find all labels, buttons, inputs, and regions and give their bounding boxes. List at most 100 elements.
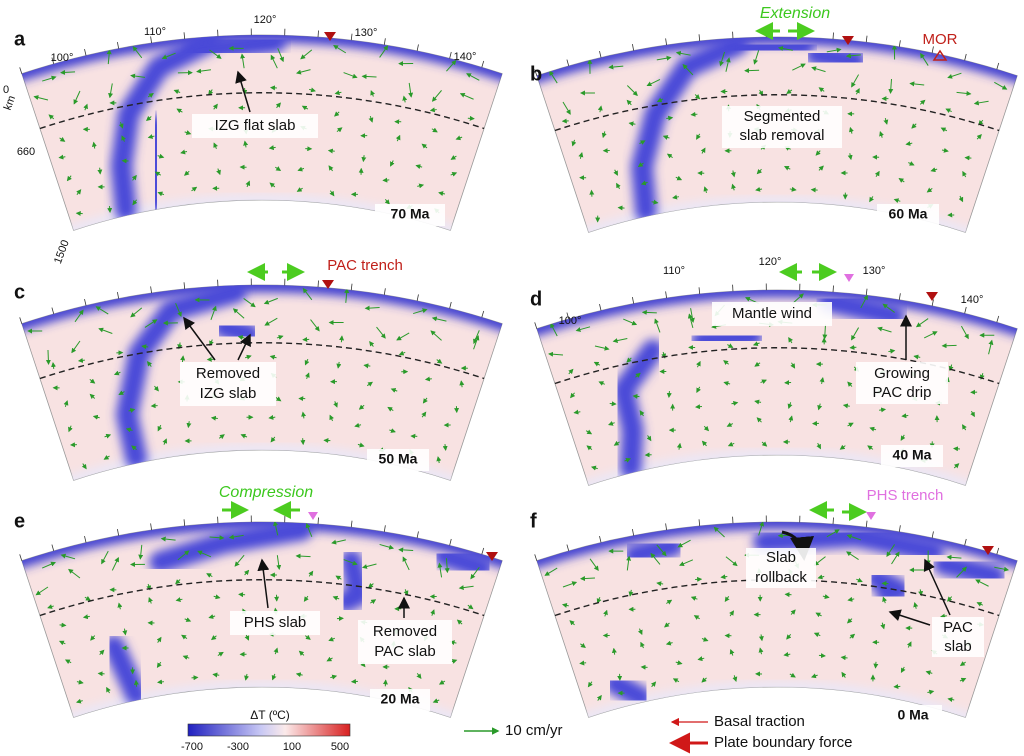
velocity-arrow	[729, 649, 735, 656]
velocity-arrow	[92, 414, 100, 420]
velocity-arrow	[71, 340, 81, 354]
velocity-arrow	[731, 183, 737, 191]
label: Growing	[874, 365, 930, 382]
slab	[726, 36, 815, 61]
velocity-arrow	[329, 414, 335, 422]
longitude: 110°	[144, 26, 166, 38]
velocity-arrow	[603, 609, 608, 617]
velocity-arrow	[723, 360, 730, 366]
velocity-arrow	[148, 596, 153, 604]
velocity-arrow	[544, 567, 558, 576]
tick	[117, 528, 120, 536]
velocity-arrow	[84, 596, 91, 601]
label: Extension	[760, 5, 830, 22]
label-box	[712, 302, 832, 326]
tick	[931, 299, 934, 306]
tick	[996, 315, 1000, 323]
velocity-arrow	[358, 404, 365, 410]
tick	[183, 282, 186, 289]
velocity-arrow	[869, 196, 874, 203]
velocity-arrow	[849, 633, 856, 639]
velocity-arrow	[919, 99, 926, 105]
velocity-arrow	[662, 135, 670, 140]
label: Slab	[766, 549, 796, 566]
velocity-arrow	[882, 303, 895, 313]
velocity-arrow	[213, 594, 221, 600]
velocity-arrow	[898, 178, 905, 183]
velocity-arrow	[141, 344, 149, 350]
velocity-arrow	[569, 620, 575, 626]
velocity-arrow	[125, 427, 133, 433]
velocity-arrow	[357, 442, 365, 448]
panel-letter: c	[14, 281, 25, 303]
velocity-arrow	[758, 647, 764, 655]
tick	[481, 310, 485, 318]
velocity-arrow	[245, 180, 251, 188]
velocity-arrow	[210, 305, 217, 320]
velocity-arrow	[616, 182, 621, 190]
velocity-arrow	[815, 150, 821, 156]
velocity-arrow	[713, 526, 725, 538]
velocity-arrow	[815, 612, 822, 618]
velocity-arrow	[792, 63, 806, 71]
lithosphere	[536, 521, 1018, 577]
velocity-arrow	[228, 534, 244, 540]
velocity-arrow	[210, 635, 217, 641]
velocity-arrow	[672, 678, 680, 683]
velocity-arrow	[89, 378, 96, 384]
trench	[982, 546, 994, 555]
velocity-arrow	[956, 90, 972, 96]
velocity-arrow	[68, 425, 73, 433]
velocity-arrow	[196, 68, 212, 74]
velocity-arrow	[696, 386, 701, 393]
velocity-arrow	[579, 660, 587, 666]
tick	[898, 40, 901, 47]
velocity-arrow	[305, 522, 313, 538]
velocity-arrow	[758, 521, 765, 536]
velocity-arrow	[379, 543, 395, 550]
velocity-arrow	[947, 697, 955, 703]
age: 40 Ma	[893, 447, 932, 463]
label-box	[877, 204, 939, 226]
tick	[416, 44, 419, 51]
velocity-arrow	[153, 385, 159, 392]
velocity-arrow	[35, 586, 49, 596]
tick	[665, 38, 667, 46]
velocity-arrow	[575, 326, 591, 332]
velocity-arrow	[334, 111, 340, 117]
longitude: 110°	[663, 265, 685, 277]
slab	[103, 635, 148, 707]
tick	[898, 293, 901, 300]
velocity-arrow	[436, 358, 443, 364]
velocity-arrow	[240, 53, 246, 69]
velocity-arrow	[402, 556, 410, 571]
velocity-arrow	[826, 47, 842, 53]
velocity-arrow	[694, 94, 701, 100]
trench	[308, 512, 318, 520]
velocity-arrow	[679, 559, 694, 567]
velocity-arrow	[275, 102, 281, 109]
depth-label: km	[2, 94, 18, 112]
tick	[481, 547, 485, 555]
velocity-arrow	[81, 463, 87, 470]
velocity-arrow	[268, 414, 276, 420]
velocity-arrow	[416, 673, 422, 679]
velocity-arrow	[817, 403, 823, 411]
velocity-arrow	[64, 659, 72, 665]
velocity-arrow	[269, 354, 277, 360]
velocity-arrow	[363, 363, 371, 369]
velocity-arrow	[641, 309, 657, 315]
velocity-arrow	[206, 573, 213, 578]
velocity-arrow	[596, 596, 602, 604]
velocity-arrow	[646, 78, 661, 87]
velocity-arrow	[331, 539, 346, 545]
velocity-arrow	[183, 170, 190, 176]
velocity-arrow	[309, 87, 316, 93]
tick	[416, 531, 419, 538]
age: 20 Ma	[381, 691, 420, 707]
velocity-arrow	[818, 653, 826, 659]
tick	[632, 528, 635, 536]
label: MOR	[923, 31, 958, 48]
velocity-arrow	[701, 677, 707, 683]
velocity-arrow	[926, 187, 933, 193]
